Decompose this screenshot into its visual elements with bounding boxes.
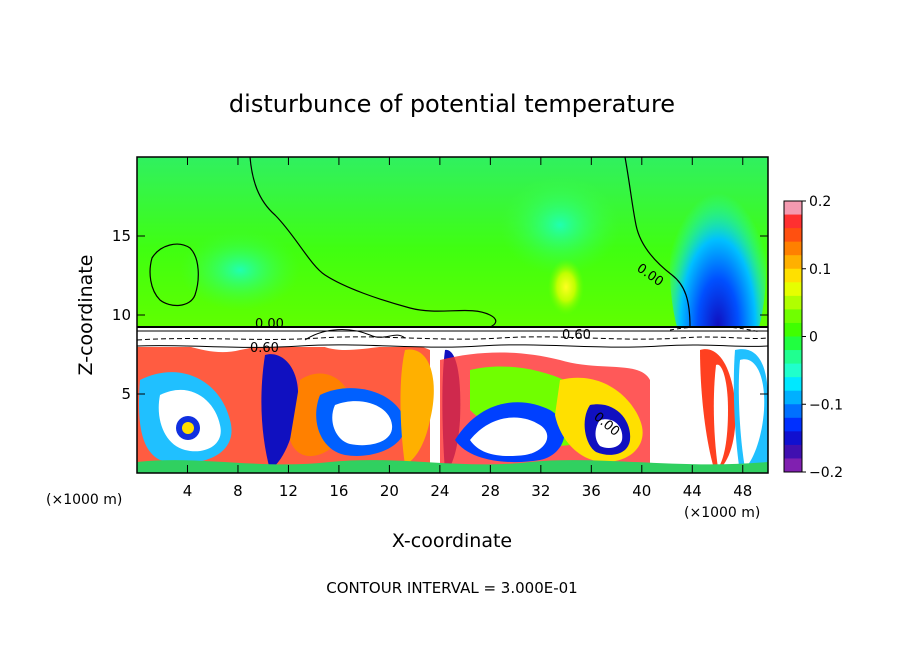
x-axis-label: X-coordinate (392, 530, 512, 552)
contour-label: 0.60 (250, 341, 279, 356)
colorbar-swatch (784, 444, 802, 459)
colorbar-swatch (784, 336, 802, 351)
contour-label: 0.00 (255, 317, 284, 332)
colorbar-swatch (784, 214, 802, 229)
x-tick-label: 4 (183, 482, 193, 500)
x-tick-label: 20 (380, 482, 399, 500)
colorbar-tick-label: 0 (809, 330, 818, 346)
colorbar-swatch (784, 390, 802, 405)
cyan-patch (500, 175, 620, 275)
inversion-contours (137, 326, 768, 348)
chart-title: disturbunce of potential temperature (229, 90, 675, 118)
x-tick-label: 16 (329, 482, 348, 500)
colorbar-swatch (784, 417, 802, 432)
blue-plume (670, 160, 766, 380)
colorbar-swatch (784, 363, 802, 378)
inversion-band (137, 327, 768, 347)
x-unit-left: (×1000 m) (46, 492, 122, 508)
turbulent-layer (137, 338, 768, 473)
colorbar-swatch (784, 201, 802, 216)
colorbar-tick-label: 0.2 (809, 194, 831, 210)
contour-interval-note: CONTOUR INTERVAL = 3.000E-01 (326, 579, 577, 597)
upper-contours (149, 157, 691, 328)
colorbar-swatch (784, 241, 802, 256)
y-tick-label: 10 (112, 306, 131, 324)
y-tick-label: 5 (121, 385, 131, 403)
colorbar-swatch (784, 255, 802, 270)
yellow-patch (548, 259, 584, 315)
x-unit-right: (×1000 m) (684, 505, 760, 521)
colorbar-swatch (784, 458, 802, 473)
colorbar-swatch (784, 295, 802, 310)
plot-area (137, 157, 768, 473)
x-tick-label: 36 (582, 482, 601, 500)
x-tick-label: 8 (233, 482, 243, 500)
colorbar-tick-label: 0.1 (809, 262, 831, 278)
y-axis-label: Z-coordinate (75, 255, 97, 376)
x-tick-label: 48 (733, 482, 752, 500)
colorbar-swatch (784, 268, 802, 283)
colorbar-swatch (784, 322, 802, 337)
colorbar-swatch (784, 228, 802, 243)
colorbar-swatch (784, 377, 802, 392)
colorbar-swatch (784, 350, 802, 365)
colorbar-swatch (784, 309, 802, 324)
colorbar-swatch (784, 282, 802, 297)
contour-label: 0.60 (562, 328, 591, 343)
colorbar-tick-label: −0.2 (809, 465, 843, 481)
x-tick-label: 12 (279, 482, 298, 500)
colorbar-swatch (784, 431, 802, 446)
y-tick-label: 15 (112, 227, 131, 245)
colorbar-tick-label: −0.1 (809, 397, 843, 413)
colorbar-swatch (784, 404, 802, 419)
x-tick-label: 32 (531, 482, 550, 500)
x-tick-label: 40 (632, 482, 651, 500)
cyan-patch-2 (180, 230, 300, 310)
x-tick-label: 28 (481, 482, 500, 500)
x-tick-label: 44 (683, 482, 702, 500)
colorbar: 0.2 0.1 0 −0.1 −0.2 (783, 194, 843, 481)
x-tick-label: 24 (430, 482, 449, 500)
